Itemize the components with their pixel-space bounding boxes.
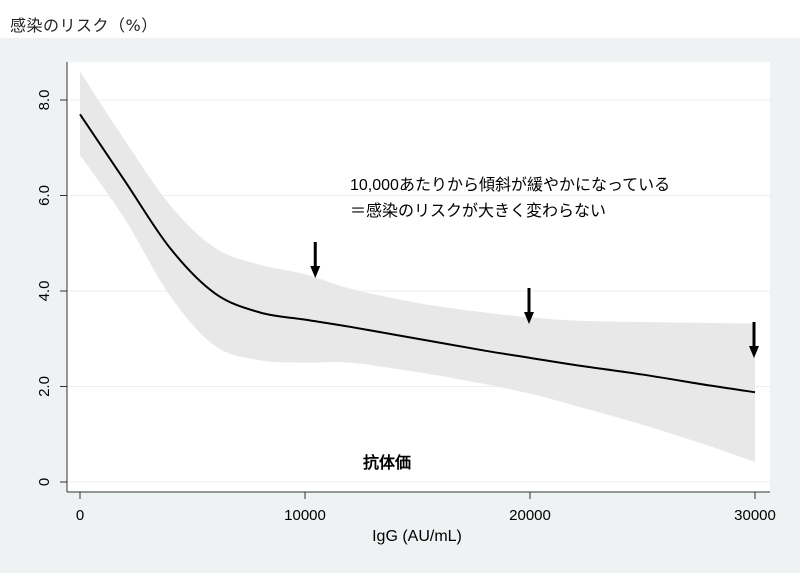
x-tick-label-3: 30000 xyxy=(734,507,776,524)
confidence-band xyxy=(80,71,755,462)
arrow-head xyxy=(310,266,321,278)
arrow-icon xyxy=(749,322,759,358)
y-tick-label-4: 8.0 xyxy=(36,90,53,111)
x-tick-label-0: 0 xyxy=(76,507,84,524)
arrows-layer xyxy=(310,242,759,358)
arrow-icon xyxy=(524,288,534,324)
x-axis-title: IgG (AU/mL) xyxy=(372,528,462,545)
arrow-icon xyxy=(310,242,321,278)
y-tick-label-0: 0 xyxy=(36,478,53,486)
annotation-bottom-label: 抗体価 xyxy=(363,453,411,472)
series-line xyxy=(79,113,756,394)
ticks-layer: 0 10000 20000 30000 0 2.0 4.0 6.0 8.0 xyxy=(36,90,776,524)
y-tick-label-2: 4.0 xyxy=(36,281,53,302)
annotation-line-2: ＝感染のリスクが大きく変わらない xyxy=(350,202,606,220)
arrow-head xyxy=(524,312,534,324)
x-tick-label-2: 20000 xyxy=(509,507,551,524)
x-tick-label-1: 10000 xyxy=(284,507,326,524)
y-tick-label-3: 6.0 xyxy=(36,185,53,206)
arrow-head xyxy=(749,346,759,358)
annotation-line-1: 10,000あたりから傾斜が緩やかになっている xyxy=(350,176,670,194)
y-axis-title: 感染のリスク（%） xyxy=(10,16,158,35)
y-tick-label-1: 2.0 xyxy=(36,376,53,397)
